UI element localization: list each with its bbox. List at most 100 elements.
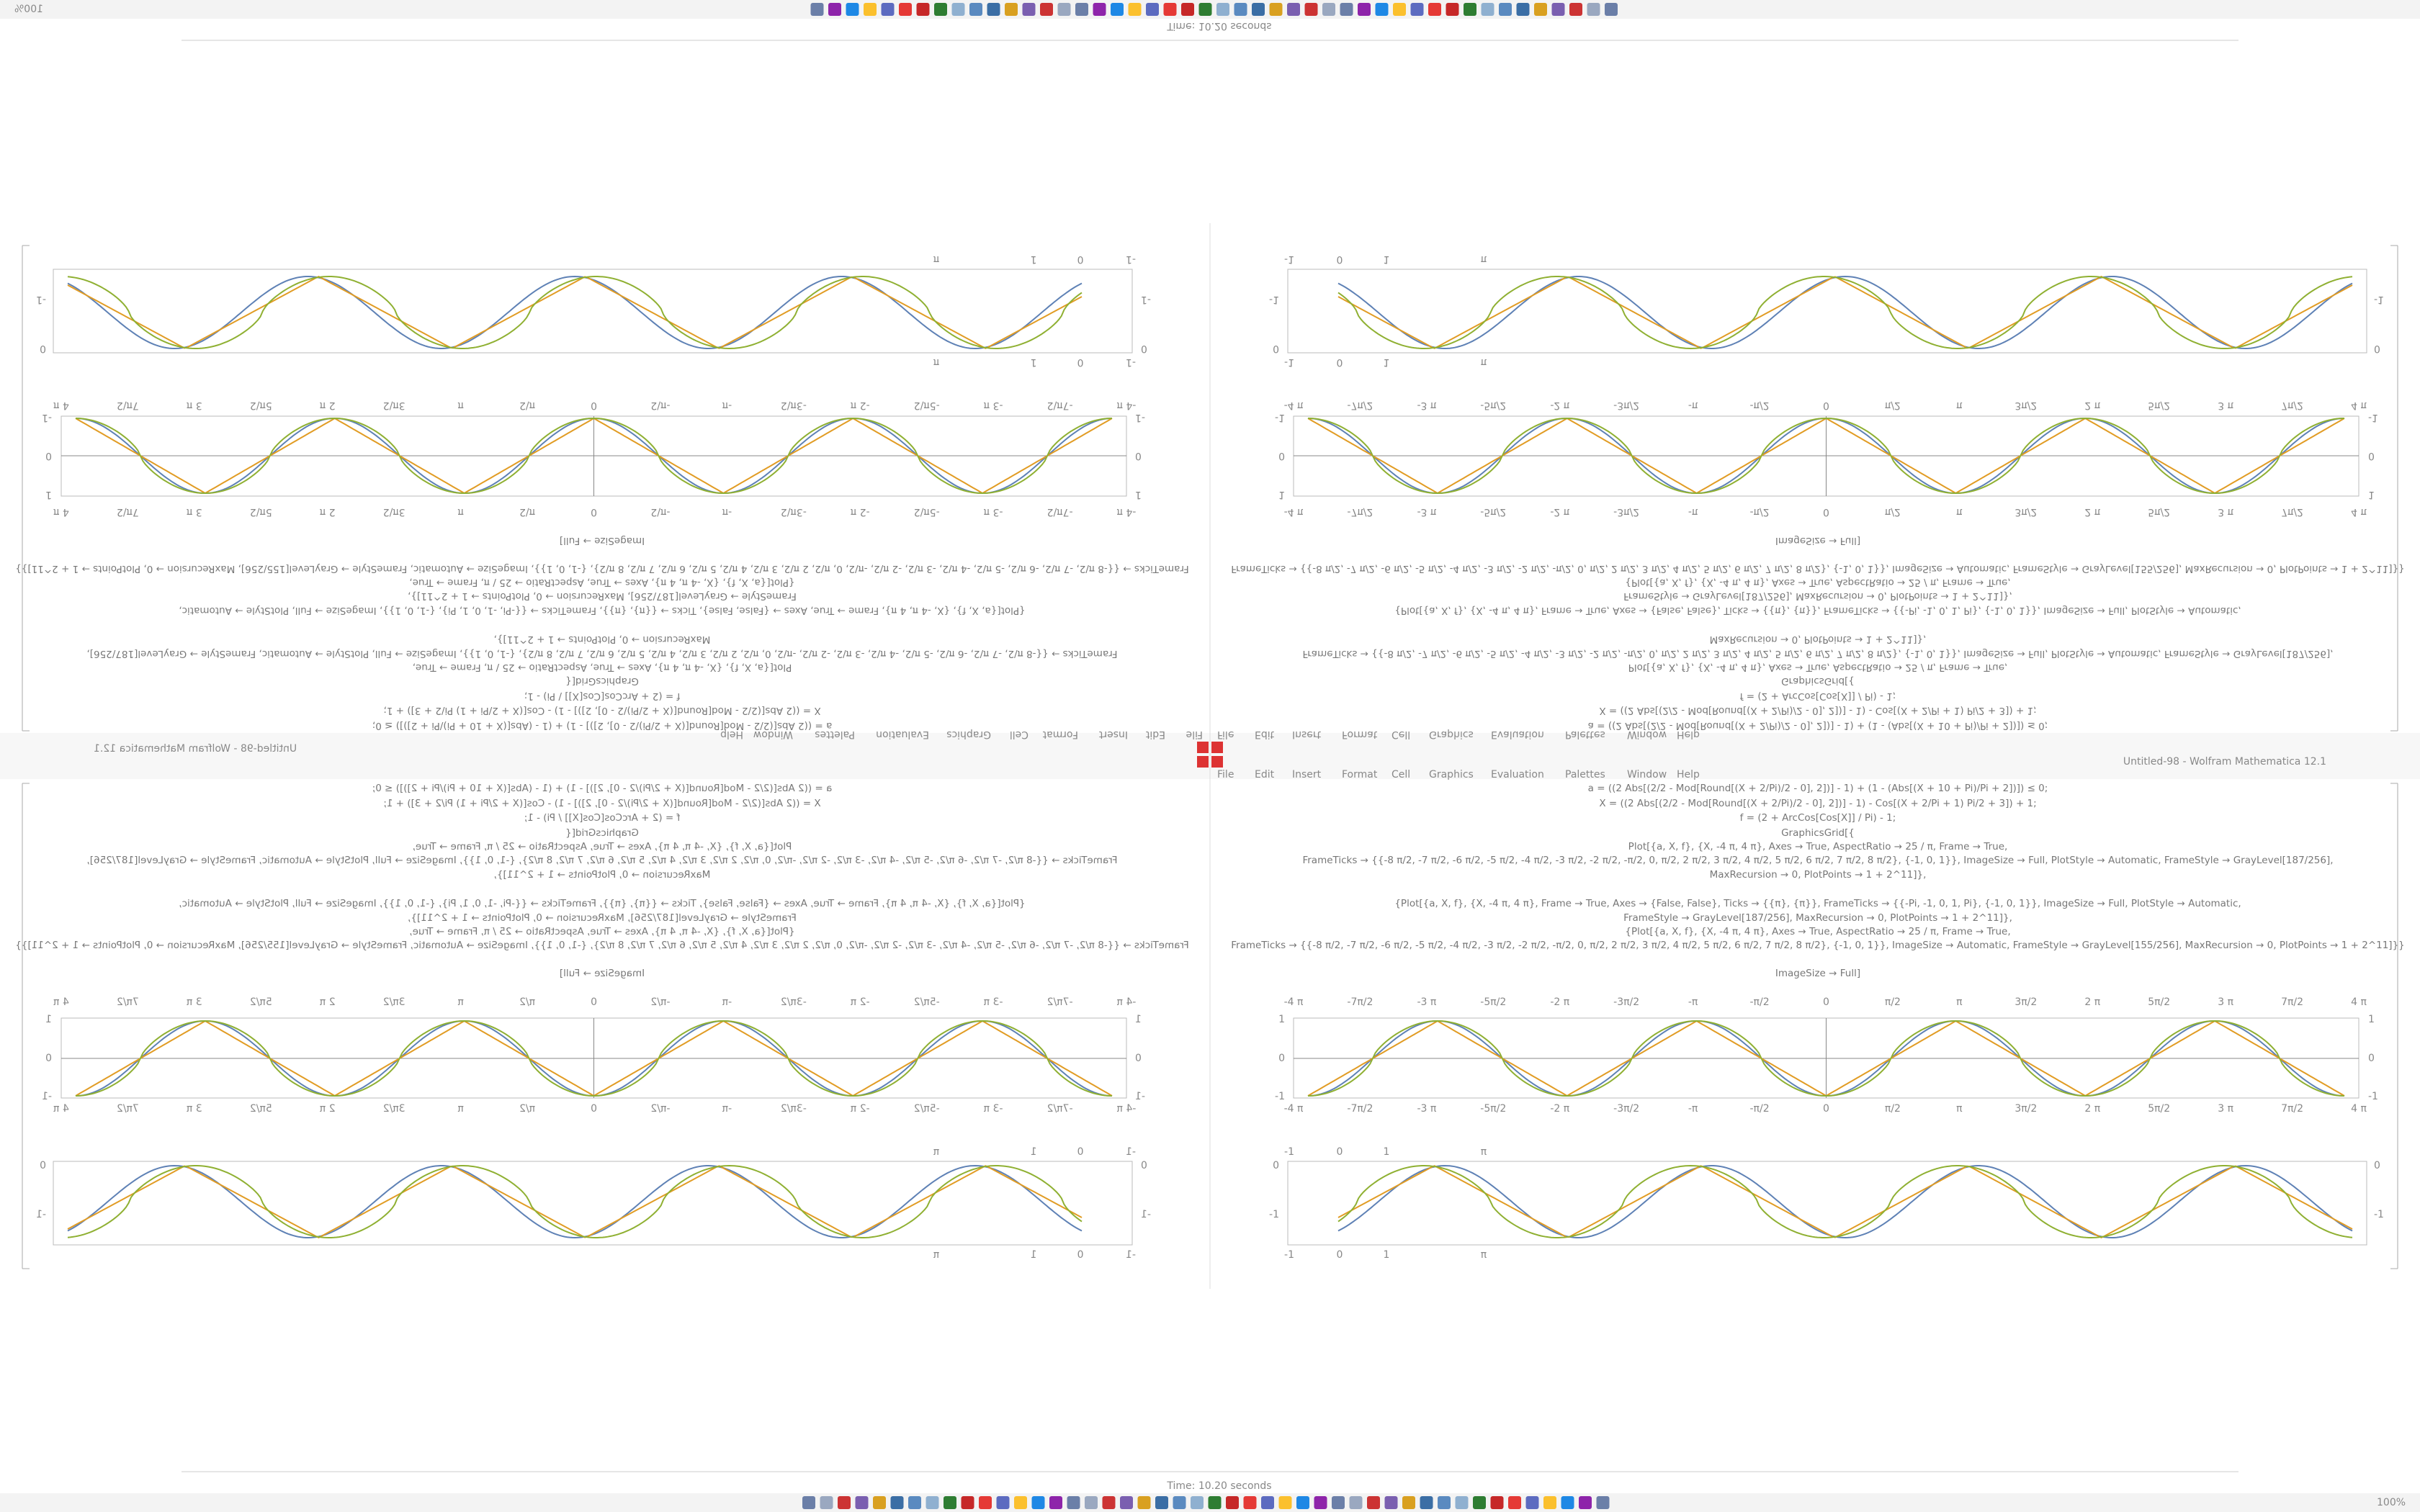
taskbar-icon[interactable] <box>1111 3 1124 16</box>
taskbar-icon[interactable] <box>1525 1496 1539 1509</box>
taskbar-icon[interactable] <box>1464 3 1476 16</box>
menu-item[interactable]: Evaluation <box>876 729 929 740</box>
taskbar-icon[interactable] <box>1569 3 1582 16</box>
taskbar-icon[interactable] <box>1146 3 1159 16</box>
taskbar-icon[interactable] <box>1428 3 1441 16</box>
taskbar-icon[interactable] <box>1031 1496 1045 1509</box>
taskbar-icon[interactable] <box>987 3 1000 16</box>
taskbar-icon[interactable] <box>1358 3 1371 16</box>
menu-item[interactable]: Graphics <box>1429 729 1474 740</box>
menu-item[interactable]: Format <box>1342 729 1378 740</box>
taskbar-icon[interactable] <box>1057 3 1071 16</box>
taskbar-icon[interactable] <box>1420 1496 1433 1509</box>
taskbar-icon[interactable] <box>1287 3 1300 16</box>
taskbar-icon[interactable] <box>1508 1496 1521 1509</box>
taskbar-icon[interactable] <box>855 1496 869 1509</box>
taskbar-icon[interactable] <box>1393 3 1406 16</box>
menu-item[interactable]: Window <box>1627 729 1667 740</box>
taskbar-icon[interactable] <box>1499 3 1512 16</box>
menu-item[interactable]: File <box>1186 729 1203 740</box>
menu-item[interactable]: Format <box>1042 729 1078 740</box>
close-button[interactable] <box>1211 742 1223 753</box>
taskbar-icon[interactable] <box>1384 1496 1398 1509</box>
taskbar-icon[interactable] <box>1208 1496 1222 1509</box>
taskbar-icon[interactable] <box>1375 3 1389 16</box>
taskbar-icon[interactable] <box>828 3 841 16</box>
menu-item[interactable]: Cell <box>1010 729 1028 740</box>
taskbar-icon[interactable] <box>1304 3 1318 16</box>
taskbar-icon[interactable] <box>1093 3 1106 16</box>
taskbar-icon[interactable] <box>1049 1496 1062 1509</box>
menu-item[interactable]: Cell <box>1392 729 1410 740</box>
close-button[interactable] <box>1211 756 1223 768</box>
taskbar-icon[interactable] <box>1234 3 1247 16</box>
menu-item[interactable]: Insert <box>1292 729 1322 740</box>
menu-item[interactable]: Insert <box>1292 769 1322 780</box>
taskbar-icon[interactable] <box>810 3 824 16</box>
taskbar-icon[interactable] <box>1561 1496 1574 1509</box>
taskbar-icon[interactable] <box>838 1496 851 1509</box>
taskbar-icon[interactable] <box>1191 1496 1204 1509</box>
taskbar-icon[interactable] <box>1402 1496 1415 1509</box>
taskbar-icon[interactable] <box>873 1496 886 1509</box>
taskbar-icon[interactable] <box>1579 1496 1592 1509</box>
taskbar-icon[interactable] <box>1481 3 1494 16</box>
menu-item[interactable]: Window <box>1627 769 1667 780</box>
menu-item[interactable]: Evaluation <box>1491 769 1544 780</box>
taskbar-icon[interactable] <box>1543 1496 1556 1509</box>
taskbar-icon[interactable] <box>1551 3 1565 16</box>
taskbar-icon[interactable] <box>1128 3 1142 16</box>
taskbar-icon[interactable] <box>1005 3 1018 16</box>
menu-item[interactable]: Cell <box>1392 769 1410 780</box>
taskbar-icon[interactable] <box>1322 3 1335 16</box>
taskbar-icon[interactable] <box>1587 3 1600 16</box>
taskbar-icon[interactable] <box>1155 1496 1168 1509</box>
taskbar-icon[interactable] <box>1410 3 1424 16</box>
taskbar-icon[interactable] <box>1473 1496 1486 1509</box>
taskbar-icon[interactable] <box>1269 3 1283 16</box>
taskbar-icon[interactable] <box>1446 3 1459 16</box>
taskbar-icon[interactable] <box>961 1496 974 1509</box>
taskbar-icon[interactable] <box>1181 3 1194 16</box>
taskbar-icon[interactable] <box>1296 1496 1309 1509</box>
menu-item[interactable]: Graphics <box>1429 769 1474 780</box>
menu-item[interactable]: Format <box>1342 769 1378 780</box>
taskbar-icon[interactable] <box>1516 3 1530 16</box>
taskbar-icon[interactable] <box>881 3 895 16</box>
taskbar-icon[interactable] <box>908 1496 921 1509</box>
taskbar-icon[interactable] <box>1455 1496 1469 1509</box>
taskbar-icon[interactable] <box>864 3 877 16</box>
menu-item[interactable]: Help <box>720 729 743 740</box>
taskbar-icon[interactable] <box>1243 1496 1257 1509</box>
taskbar-icon[interactable] <box>951 3 965 16</box>
taskbar-icon[interactable] <box>1438 1496 1451 1509</box>
taskbar-icon[interactable] <box>1173 1496 1186 1509</box>
taskbar-icon[interactable] <box>802 1496 815 1509</box>
menu-item[interactable]: Palettes <box>815 729 855 740</box>
taskbar-icon[interactable] <box>1605 3 1618 16</box>
taskbar-icon[interactable] <box>820 1496 833 1509</box>
menu-item[interactable]: Graphics <box>946 729 991 740</box>
taskbar-icon[interactable] <box>926 1496 939 1509</box>
taskbar-icon[interactable] <box>1163 3 1177 16</box>
taskbar-icon[interactable] <box>1252 3 1265 16</box>
taskbar-icon[interactable] <box>969 3 982 16</box>
taskbar-icon[interactable] <box>1278 1496 1292 1509</box>
taskbar-icon[interactable] <box>1216 3 1229 16</box>
taskbar-icon[interactable] <box>1367 1496 1380 1509</box>
menu-item[interactable]: Edit <box>1255 769 1275 780</box>
taskbar-icon[interactable] <box>1534 3 1547 16</box>
taskbar-icon[interactable] <box>1198 3 1212 16</box>
taskbar-icon[interactable] <box>890 1496 904 1509</box>
taskbar-icon[interactable] <box>1261 1496 1274 1509</box>
taskbar-icon[interactable] <box>916 3 930 16</box>
menu-item[interactable]: Help <box>1677 729 1700 740</box>
taskbar-icon[interactable] <box>1137 1496 1151 1509</box>
taskbar-icon[interactable] <box>944 1496 956 1509</box>
close-button[interactable] <box>1197 756 1209 768</box>
menu-item[interactable]: Evaluation <box>1491 729 1544 740</box>
taskbar-icon[interactable] <box>1490 1496 1504 1509</box>
taskbar-icon[interactable] <box>899 3 912 16</box>
taskbar-icon[interactable] <box>846 3 859 16</box>
taskbar-icon[interactable] <box>1340 3 1353 16</box>
